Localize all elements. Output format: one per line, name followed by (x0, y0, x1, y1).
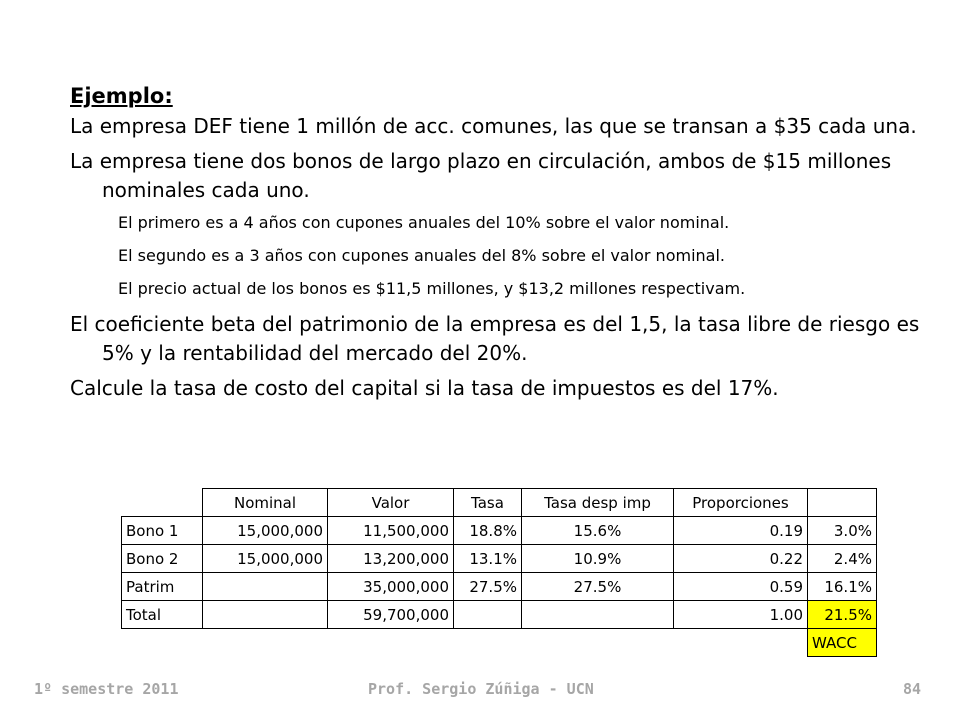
sub-item-bond-2: El segundo es a 3 años con cupones anual… (118, 246, 725, 265)
empty-cell (522, 629, 674, 657)
table-cell (453, 600, 522, 629)
wacc-result-cell: 21.5% (807, 600, 877, 629)
empty-cell (328, 629, 454, 657)
table-cell: 35,000,000 (327, 572, 454, 601)
table-cell: 10.9% (521, 544, 674, 573)
paragraph-beta: El coeficiente beta del patrimonio de la… (70, 312, 920, 365)
table-header-row: Nominal Valor Tasa Tasa desp imp Proporc… (122, 488, 877, 517)
wacc-table: Nominal Valor Tasa Tasa desp imp Proporc… (121, 488, 877, 657)
table-cell: 0.59 (673, 572, 808, 601)
table-cell (202, 572, 328, 601)
empty-cell (454, 629, 522, 657)
wacc-label-cell: WACC (807, 628, 877, 657)
header-cell-nominal: Nominal (202, 488, 328, 517)
header-cell-valor: Valor (327, 488, 454, 517)
table-cell (521, 600, 674, 629)
footer-semester: 1º semestre 2011 (34, 680, 179, 698)
paragraph-bonds: La empresa tiene dos bonos de largo plaz… (70, 149, 892, 202)
table-row-total: Total 59,700,000 1.00 21.5% (121, 600, 877, 629)
table-cell: Bono 1 (121, 516, 203, 545)
slide-content: Ejemplo: La empresa DEF tiene 1 millón d… (70, 84, 930, 409)
table-cell: 18.8% (453, 516, 522, 545)
table-cell: 27.5% (521, 572, 674, 601)
table-row: Patrim 35,000,000 27.5% 27.5% 0.59 16.1% (121, 572, 877, 601)
footer-author: Prof. Sergio Zúñiga - UCN (368, 680, 594, 698)
table-cell (202, 600, 328, 629)
header-cell-blank (807, 488, 877, 517)
sub-item-bond-prices: El precio actual de los bonos es $11,5 m… (118, 279, 746, 298)
table-cell: 2.4% (807, 544, 877, 573)
table-cell: 11,500,000 (327, 516, 454, 545)
table-cell: 16.1% (807, 572, 877, 601)
table-row: Bono 1 15,000,000 11,500,000 18.8% 15.6%… (121, 516, 877, 545)
table-cell: 15,000,000 (202, 544, 328, 573)
paragraph-shares: La empresa DEF tiene 1 millón de acc. co… (70, 114, 917, 138)
table-row-wacc: WACC (122, 628, 877, 657)
table-cell: 0.19 (673, 516, 808, 545)
table-cell: 15.6% (521, 516, 674, 545)
table-cell: 13,200,000 (327, 544, 454, 573)
table-cell: 15,000,000 (202, 516, 328, 545)
empty-cell (674, 629, 808, 657)
table-cell: 0.22 (673, 544, 808, 573)
sub-item-bond-1: El primero es a 4 años con cupones anual… (118, 213, 730, 232)
table-cell: 3.0% (807, 516, 877, 545)
slide-heading: Ejemplo: (70, 84, 173, 108)
header-cell-tasa: Tasa (453, 488, 522, 517)
header-cell-tasa-desp-imp: Tasa desp imp (521, 488, 674, 517)
table-cell: Total (121, 600, 203, 629)
table-cell: Bono 2 (121, 544, 203, 573)
table-cell: 1.00 (673, 600, 808, 629)
header-cell-empty (122, 489, 203, 517)
header-cell-proporciones: Proporciones (673, 488, 808, 517)
empty-cell (122, 629, 203, 657)
paragraph-question: Calcule la tasa de costo del capital si … (70, 376, 779, 400)
table-cell: 13.1% (453, 544, 522, 573)
table-cell: 59,700,000 (327, 600, 454, 629)
table-cell: Patrim (121, 572, 203, 601)
table-row: Bono 2 15,000,000 13,200,000 13.1% 10.9%… (121, 544, 877, 573)
empty-cell (203, 629, 328, 657)
table-cell: 27.5% (453, 572, 522, 601)
footer-page-number: 84 (903, 680, 922, 698)
